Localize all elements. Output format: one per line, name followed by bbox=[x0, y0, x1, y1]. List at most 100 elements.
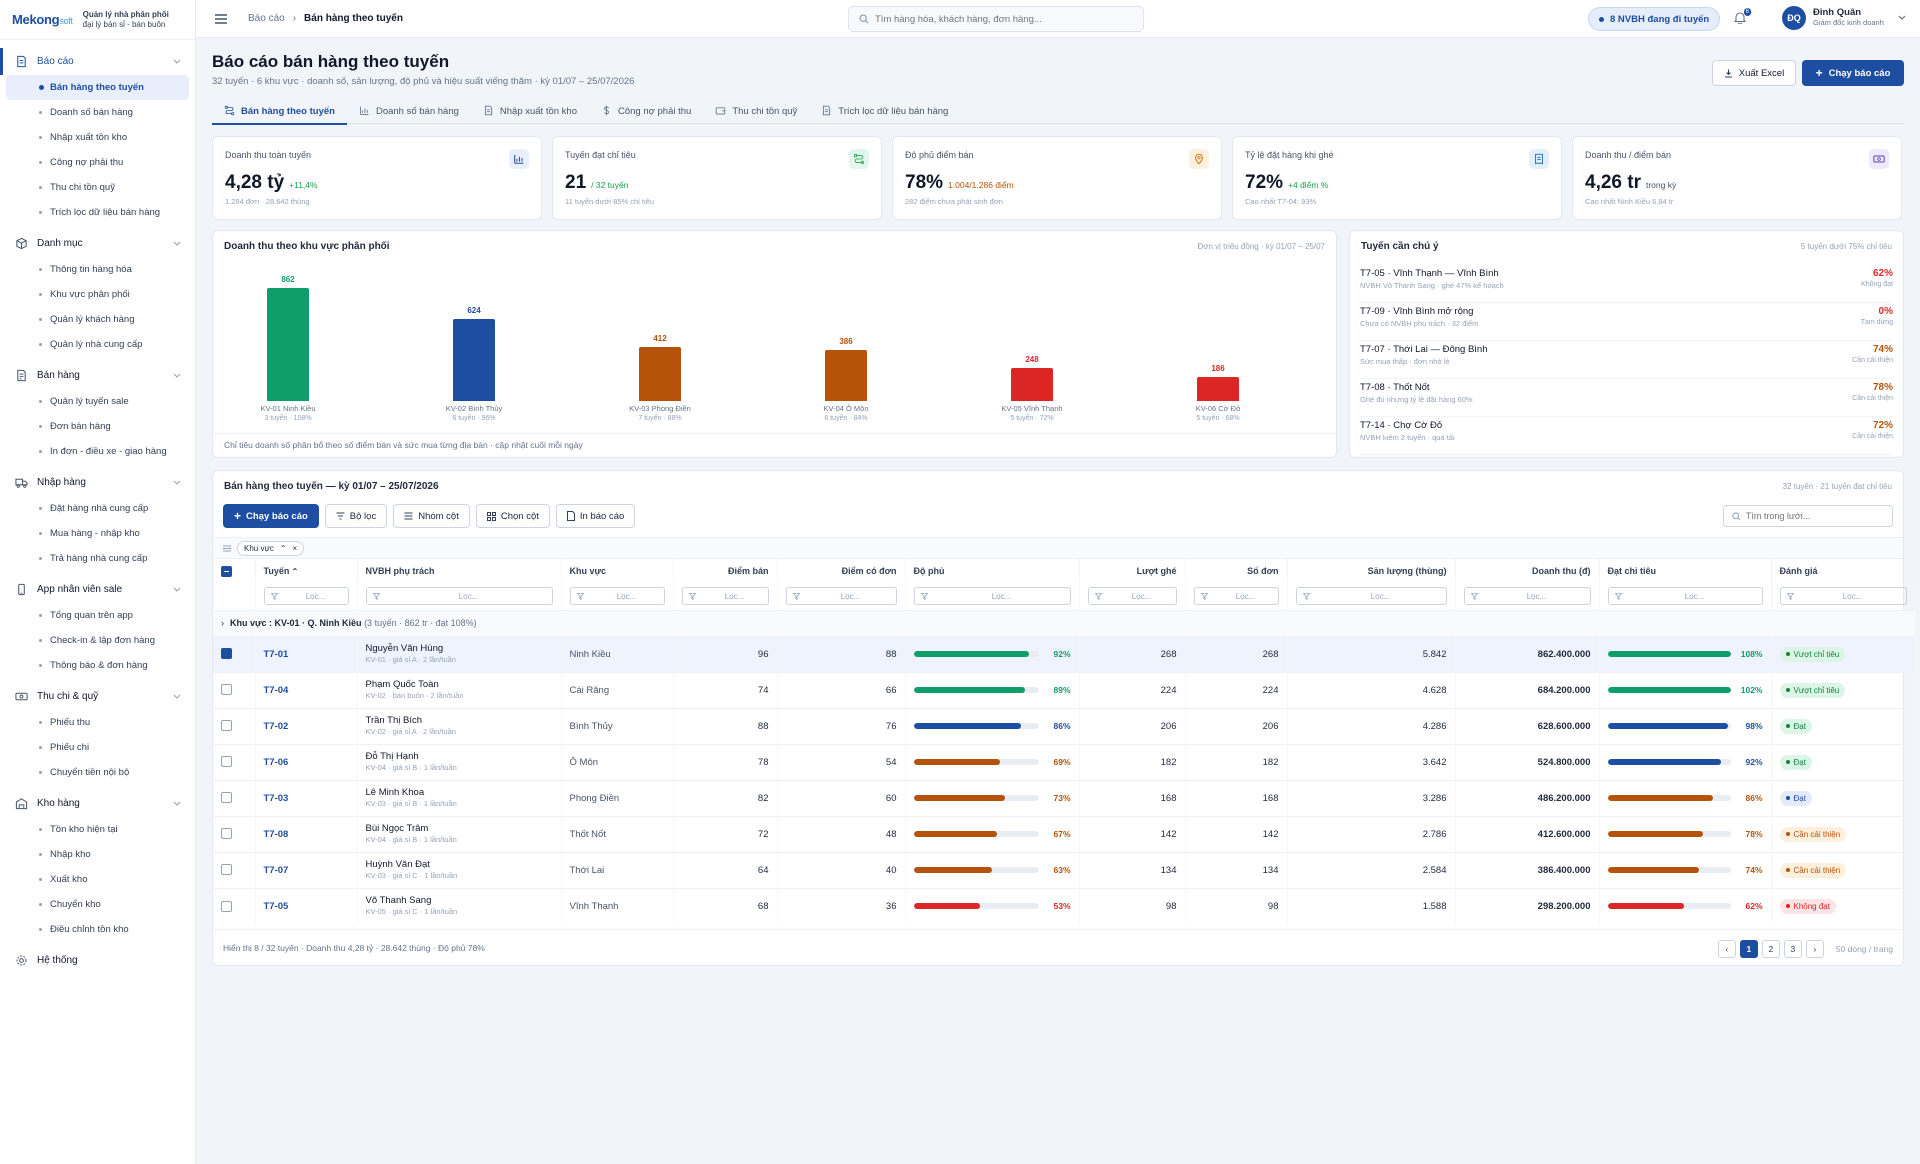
sidebar-item[interactable]: Đặt hàng nhà cung cấp bbox=[0, 496, 195, 521]
table-row[interactable]: T7-06 Đỗ Thị Hạnh KV-04 · giá sỉ B · 1 lần… bbox=[213, 743, 1916, 780]
sidebar-group-6[interactable]: Kho hàng bbox=[0, 790, 195, 817]
sidebar-item[interactable]: Khu vực phân phối bbox=[0, 282, 195, 307]
sidebar-item[interactable]: Tổng quan trên app bbox=[0, 603, 195, 628]
sidebar-item[interactable]: Chuyển tiền nội bộ bbox=[0, 760, 195, 785]
sidebar-item[interactable]: In đơn - điều xe - giao hàng bbox=[0, 439, 195, 464]
bar[interactable] bbox=[453, 319, 495, 401]
sidebar-item[interactable]: Bán hàng theo tuyến bbox=[6, 75, 189, 100]
row-checkbox[interactable] bbox=[221, 648, 232, 660]
attention-item[interactable]: T7-09 · Vĩnh Bình mở rộng Chưa có NVBH ph… bbox=[1360, 303, 1893, 341]
sidebar-item[interactable]: Xuất kho bbox=[0, 867, 195, 892]
global-search-input[interactable] bbox=[875, 13, 1115, 25]
sidebar-group-4[interactable]: App nhân viên sale bbox=[0, 576, 195, 603]
tab-5[interactable]: Trích lọc dữ liệu bán hàng bbox=[809, 99, 960, 124]
bar[interactable] bbox=[1011, 368, 1053, 401]
route-code-link[interactable]: T7-03 bbox=[263, 792, 289, 804]
select-all-checkbox[interactable] bbox=[221, 565, 232, 577]
column-filter-input[interactable]: Lọc... bbox=[263, 587, 349, 606]
column-header[interactable]: Độ phủ bbox=[905, 559, 1080, 583]
chevron-down-icon[interactable] bbox=[173, 692, 181, 703]
grid-search-input[interactable] bbox=[1745, 511, 1884, 521]
row-checkbox[interactable] bbox=[221, 792, 232, 804]
sidebar-item[interactable]: Thu chi tồn quỹ bbox=[0, 175, 195, 200]
column-header[interactable]: Điểm có đơn bbox=[777, 559, 906, 583]
attention-item[interactable]: T7-14 · Chợ Cờ Đỏ NVBH kiêm 2 tuyến · quá… bbox=[1360, 417, 1893, 455]
route-code-link[interactable]: T7-04 bbox=[263, 684, 289, 696]
run-report-button[interactable]: + Chạy báo cáo bbox=[1802, 60, 1904, 86]
notification-button[interactable]: 6 bbox=[1733, 8, 1751, 27]
attention-item[interactable]: T7-08 · Thốt Nốt Ghé đủ nhưng tỷ lệ đặt h… bbox=[1360, 379, 1893, 417]
page-button[interactable]: 1 bbox=[1739, 940, 1758, 958]
choose-columns-button[interactable]: Chọn cột bbox=[475, 504, 550, 528]
tab-0[interactable]: Bán hàng theo tuyến bbox=[212, 99, 347, 125]
sidebar-item[interactable]: Phiếu chi bbox=[0, 735, 195, 760]
sidebar-group-3[interactable]: Nhập hàng bbox=[0, 469, 195, 496]
sidebar-item[interactable]: Trích lọc dữ liệu bán hàng bbox=[0, 200, 195, 225]
attention-item[interactable]: T7-05 · Vĩnh Thạnh — Vĩnh Bình NVBH Võ Th… bbox=[1360, 265, 1893, 303]
column-filter-input[interactable]: Lọc... bbox=[1463, 587, 1591, 606]
table-row[interactable]: T7-02 Trần Thị Bích KV-02 · giá sỉ A · 2 l… bbox=[213, 707, 1916, 744]
page-button[interactable]: 3 bbox=[1783, 940, 1802, 958]
attention-item[interactable]: T7-07 · Thới Lai — Đông Bình Sức mua thấp… bbox=[1360, 341, 1893, 379]
tab-1[interactable]: Doanh số bán hàng bbox=[347, 99, 471, 124]
route-code-link[interactable]: T7-01 bbox=[263, 648, 289, 660]
column-filter-input[interactable]: Lọc... bbox=[1607, 587, 1763, 606]
column-filter-input[interactable]: Lọc... bbox=[365, 587, 553, 606]
sidebar-item[interactable]: Nhập xuất tồn kho bbox=[0, 125, 195, 150]
column-header[interactable]: Số đơn bbox=[1185, 559, 1288, 583]
next-page-button[interactable]: › bbox=[1805, 940, 1824, 958]
sidebar-item[interactable]: Thông báo & đơn hàng bbox=[0, 653, 195, 678]
prev-page-button[interactable]: ‹ bbox=[1717, 940, 1736, 958]
tab-3[interactable]: Công nợ phải thu bbox=[589, 99, 703, 124]
row-checkbox[interactable] bbox=[221, 684, 232, 696]
column-header[interactable]: Sản lượng (thùng) bbox=[1287, 559, 1456, 583]
chevron-down-icon[interactable] bbox=[173, 371, 181, 382]
sidebar-item[interactable]: Chuyển kho bbox=[0, 892, 195, 917]
sidebar-group-7[interactable]: Hệ thống bbox=[0, 947, 195, 974]
sidebar-item[interactable]: Phiếu thu bbox=[0, 710, 195, 735]
row-checkbox[interactable] bbox=[221, 756, 232, 768]
sidebar-item[interactable]: Doanh số bán hàng bbox=[0, 100, 195, 125]
active-sales-pill[interactable]: 8 NVBH đang đi tuyến bbox=[1588, 7, 1721, 31]
table-row[interactable]: T7-03 Lê Minh Khoa KV-03 · giá sỉ B · 1 lầ… bbox=[213, 779, 1916, 816]
chevron-down-icon[interactable] bbox=[173, 478, 181, 489]
sidebar-item[interactable]: Quản lý khách hàng bbox=[0, 307, 195, 332]
row-checkbox[interactable] bbox=[221, 720, 232, 732]
close-icon[interactable]: × bbox=[292, 543, 298, 553]
sidebar-item[interactable]: Công nợ phải thu bbox=[0, 150, 195, 175]
grid-run-report-button[interactable]: + Chạy báo cáo bbox=[223, 504, 319, 528]
table-row[interactable]: T7-07 Huỳnh Văn Đạt KV-03 · giá sỉ C · 1 l… bbox=[213, 851, 1916, 888]
tab-4[interactable]: Thu chi tồn quỹ bbox=[703, 99, 809, 124]
column-header[interactable]: Lượt ghé bbox=[1079, 559, 1186, 583]
chevron-down-icon[interactable] bbox=[173, 585, 181, 596]
bar[interactable] bbox=[267, 288, 309, 401]
column-header[interactable]: Điểm bán bbox=[673, 559, 778, 583]
sidebar-item[interactable]: Đơn bán hàng bbox=[0, 414, 195, 439]
sidebar-item[interactable]: Check-in & lập đơn hàng bbox=[0, 628, 195, 653]
chevron-right-icon[interactable]: › bbox=[221, 618, 224, 628]
sidebar-group-5[interactable]: Thu chi & quỹ bbox=[0, 683, 195, 710]
table-row[interactable]: T7-04 Phạm Quốc Toàn KV-02 · bán buôn · 2 … bbox=[213, 671, 1916, 708]
sidebar-group-0[interactable]: Báo cáo bbox=[0, 48, 195, 75]
chevron-down-icon[interactable] bbox=[173, 799, 181, 810]
page-button[interactable]: 2 bbox=[1761, 940, 1780, 958]
column-header[interactable]: Khu vực bbox=[561, 559, 674, 583]
column-filter-input[interactable]: Lọc... bbox=[569, 587, 665, 606]
bar[interactable] bbox=[1197, 377, 1239, 401]
sidebar-item[interactable]: Trả hàng nhà cung cấp bbox=[0, 546, 195, 571]
group-chip-region[interactable]: Khu vực ⌃ × bbox=[237, 540, 305, 556]
sort-up-icon[interactable]: ⌃ bbox=[279, 543, 287, 553]
route-code-link[interactable]: T7-05 bbox=[263, 900, 289, 912]
export-excel-button[interactable]: Xuất Excel bbox=[1712, 60, 1796, 86]
column-header[interactable]: NVBH phụ trách bbox=[357, 559, 562, 583]
row-checkbox[interactable] bbox=[221, 864, 232, 876]
group-columns-button[interactable]: Nhóm cột bbox=[393, 504, 470, 528]
table-row[interactable]: T7-08 Bùi Ngọc Trâm KV-04 · giá sỉ B · 1 l… bbox=[213, 815, 1916, 852]
sidebar-item[interactable]: Quản lý tuyến sale bbox=[0, 389, 195, 414]
table-row[interactable]: T7-05 Võ Thanh Sang KV-05 · giá sỉ C · 1 l… bbox=[213, 887, 1916, 924]
menu-icon[interactable] bbox=[214, 13, 228, 25]
sidebar-item[interactable]: Tồn kho hiện tại bbox=[0, 817, 195, 842]
sidebar-item[interactable]: Điều chỉnh tồn kho bbox=[0, 917, 195, 942]
brand[interactable]: Mekongsoft Quản lý nhà phân phối đại lý b… bbox=[0, 0, 195, 40]
sidebar-item[interactable]: Mua hàng - nhập kho bbox=[0, 521, 195, 546]
